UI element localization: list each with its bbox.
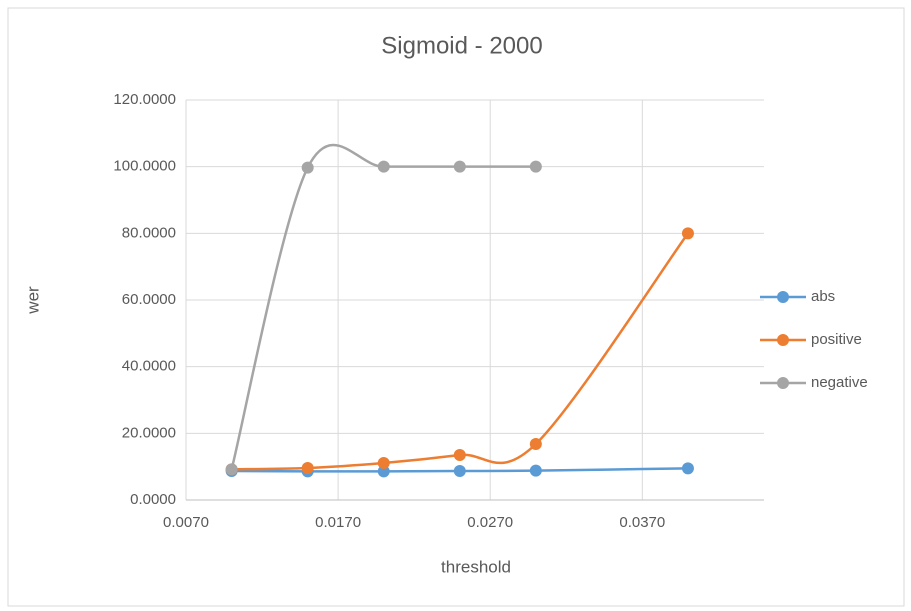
data-point — [301, 462, 314, 474]
legend-label: abs — [811, 288, 835, 305]
x-tick-label: 0.0070 — [163, 514, 209, 531]
legend-marker — [777, 291, 789, 303]
legend-label: negative — [811, 374, 868, 391]
data-point — [529, 438, 542, 450]
y-tick-label: 20.0000 — [122, 424, 176, 441]
y-tick-label: 40.0000 — [122, 358, 176, 375]
y-tick-label: 60.0000 — [122, 291, 176, 308]
data-point — [377, 465, 390, 478]
data-point — [453, 160, 466, 173]
data-point — [681, 462, 694, 475]
legend-marker — [777, 334, 789, 346]
legend-marker — [777, 377, 789, 389]
data-point — [377, 160, 390, 173]
y-tick-label: 100.0000 — [113, 158, 176, 175]
data-point — [529, 464, 542, 477]
data-point — [225, 463, 238, 476]
y-axis-label: wer — [23, 286, 42, 315]
legend-label: positive — [811, 331, 862, 348]
data-point — [681, 227, 694, 240]
y-tick-label: 80.0000 — [122, 224, 176, 241]
x-tick-label: 0.0370 — [619, 514, 665, 531]
x-tick-label: 0.0170 — [315, 514, 361, 531]
chart-border — [7, 7, 905, 607]
y-tick-label: 0.0000 — [130, 491, 176, 508]
x-tick-label: 0.0270 — [467, 514, 513, 531]
data-point — [301, 161, 314, 174]
data-point — [453, 465, 466, 477]
y-tick-label: 120.0000 — [113, 91, 176, 108]
data-point — [529, 160, 542, 173]
x-axis-label: threshold — [441, 557, 511, 576]
data-point — [453, 449, 466, 461]
chart-title: Sigmoid - 2000 — [381, 32, 542, 59]
data-point — [377, 457, 390, 469]
